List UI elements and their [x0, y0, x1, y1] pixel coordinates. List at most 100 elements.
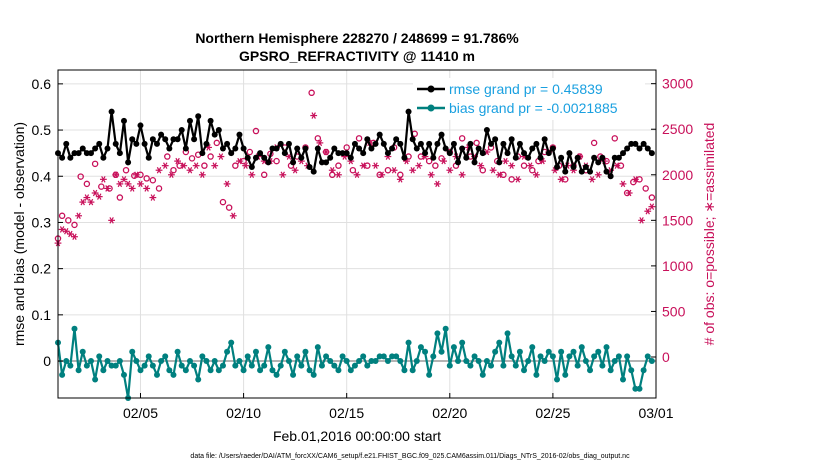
assimilated-obs-point	[434, 180, 441, 188]
bias-point	[607, 367, 614, 374]
bias-point	[587, 367, 594, 374]
bias-point	[141, 362, 148, 369]
possible-obs-point	[508, 176, 515, 183]
bias-point	[120, 371, 127, 378]
bias-point	[384, 358, 391, 365]
bias-point	[75, 367, 82, 374]
legend-bias-marker	[427, 104, 435, 112]
assimilated-obs-point	[409, 166, 417, 174]
assimilated-obs-point	[526, 162, 534, 169]
x-tick-label: 02/10	[226, 405, 261, 421]
bias-point	[96, 353, 103, 360]
possible-obs-point	[343, 144, 350, 151]
bias-point	[335, 367, 342, 374]
bias-point	[298, 362, 305, 369]
rmse-point	[310, 168, 317, 175]
rmse-point	[116, 150, 123, 157]
rmse-point	[438, 131, 445, 138]
rmse-point	[397, 140, 404, 147]
assimilated-obs-point	[108, 217, 116, 224]
bias-point	[59, 371, 66, 378]
bias-point	[479, 371, 486, 378]
assimilated-obs-point	[594, 171, 602, 179]
bias-point	[108, 362, 115, 369]
possible-obs-point	[425, 157, 433, 165]
assimilated-obs-point	[217, 153, 225, 160]
assimilated-obs-point	[372, 162, 379, 169]
rmse-point	[533, 140, 540, 147]
assimilated-obs-point	[95, 193, 103, 200]
rmse-point	[409, 136, 416, 143]
bias-point	[219, 362, 226, 369]
assimilated-obs-point	[132, 171, 140, 179]
bias-point	[182, 367, 189, 374]
assimilated-obs-point	[631, 176, 639, 183]
assimilated-obs-point	[625, 189, 633, 197]
rmse-point	[318, 159, 325, 166]
bias-point	[339, 353, 346, 360]
possible-obs-point	[458, 135, 466, 142]
bias-point	[158, 358, 165, 365]
line-series	[55, 108, 656, 401]
possible-obs-point	[98, 183, 105, 190]
bias-point	[496, 339, 503, 346]
assimilated-obs-point	[291, 166, 299, 174]
rmse-point	[298, 154, 305, 161]
possible-obs-point	[65, 217, 72, 224]
bias-point	[640, 367, 647, 374]
rmse-point	[343, 150, 350, 157]
assimilated-obs-point	[489, 166, 497, 174]
rmse-point	[545, 150, 552, 157]
x-tick-label: 02/20	[432, 405, 467, 421]
bias-point	[430, 353, 437, 360]
bias-point	[257, 367, 264, 374]
rmse-point	[644, 145, 651, 152]
rmse-point	[413, 145, 420, 152]
rmse-point	[434, 140, 441, 147]
y2-tick-label: 1000	[662, 258, 693, 274]
y-tick-label: 0.1	[32, 307, 52, 323]
bias-point	[595, 348, 602, 355]
bias-point	[112, 362, 119, 369]
assimilated-obs-point	[458, 171, 466, 179]
rmse-point	[364, 136, 371, 143]
rmse-point	[549, 145, 556, 152]
rmse-point	[492, 136, 499, 143]
bias-point	[401, 367, 408, 374]
assimilated-obs-point	[99, 176, 107, 183]
legend-rmse-label: rmse grand pr = 0.45839	[449, 81, 603, 97]
bias-point	[306, 367, 313, 374]
rmse-point	[236, 131, 243, 138]
rmse-point	[331, 145, 338, 152]
bias-point	[504, 330, 511, 337]
bias-point	[79, 348, 86, 355]
bias-point	[351, 362, 358, 369]
possible-obs-point	[77, 173, 84, 180]
y-axis-label: rmse and bias (model - observation)	[11, 122, 27, 346]
rmse-point	[380, 140, 387, 147]
assimilated-obs-point	[112, 171, 120, 179]
y-tick-label: 0.2	[32, 261, 52, 277]
rmse-point	[376, 131, 383, 138]
x-tick-label: 02/15	[329, 405, 364, 421]
rmse-point	[405, 108, 412, 115]
rmse-point	[141, 140, 148, 147]
possible-obs-point	[520, 162, 528, 169]
assimilated-obs-point	[588, 176, 596, 183]
assimilated-obs-point	[502, 157, 509, 165]
possible-obs-point	[149, 176, 157, 184]
rmse-point	[426, 140, 433, 147]
rmse-point	[149, 136, 156, 143]
bias-point	[463, 358, 470, 365]
legend: rmse grand pr = 0.45839 bias grand pr = …	[413, 78, 645, 120]
rmse-point	[248, 164, 255, 171]
bias-point	[574, 362, 581, 369]
assimilated-obs-point	[508, 162, 516, 169]
rmse-point	[574, 154, 581, 161]
rmse-point	[195, 113, 202, 120]
bias-point	[273, 371, 280, 378]
assimilated-obs-point	[359, 162, 367, 169]
rmse-point	[446, 150, 453, 157]
rmse-point	[582, 164, 589, 171]
bias-point	[215, 367, 222, 374]
